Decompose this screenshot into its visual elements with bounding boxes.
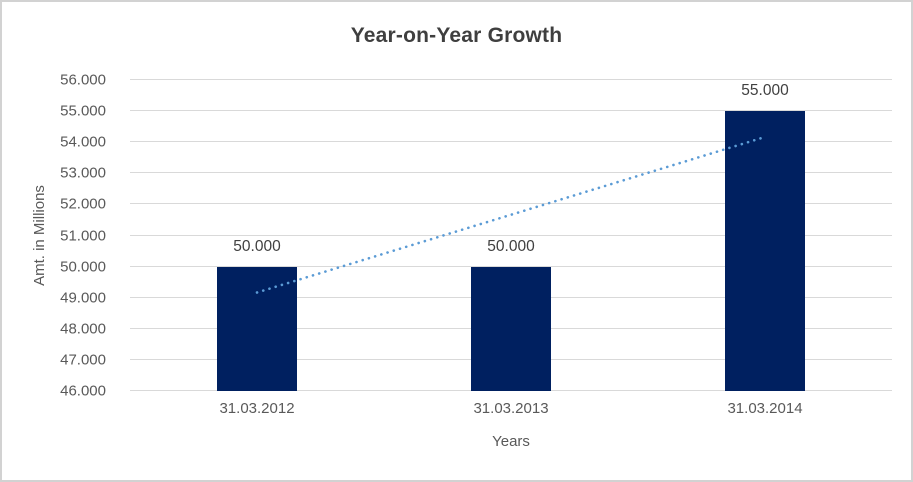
y-tick-label: 48.000 — [60, 320, 106, 338]
gridline — [130, 172, 892, 174]
bar — [471, 266, 551, 391]
trendline — [255, 135, 767, 294]
gridline — [130, 110, 892, 112]
gridline — [130, 79, 892, 80]
y-tick-label: 49.000 — [60, 289, 106, 307]
x-axis-ticks: 31.03.2012 31.03.2013 31.03.2014 — [130, 400, 892, 422]
y-tick-label: 46.000 — [60, 382, 106, 400]
x-axis-title: Years — [492, 433, 530, 450]
bar-value-label: 50.000 — [487, 237, 535, 255]
y-tick-label: 50.000 — [60, 258, 106, 276]
y-axis-ticks: 46.000 47.000 48.000 49.000 50.000 51.000 52.0… — [2, 72, 120, 400]
bar — [725, 111, 805, 391]
y-tick-label: 55.000 — [60, 102, 106, 120]
y-tick-label: 53.000 — [60, 164, 106, 182]
gridline — [130, 234, 892, 236]
y-tick-label: 56.000 — [60, 71, 106, 89]
x-tick-label: 31.03.2013 — [473, 400, 549, 417]
x-tick-label: 31.03.2012 — [219, 400, 295, 417]
bar — [217, 266, 297, 391]
plot-area: 50.000 50.000 55.000 — [130, 79, 892, 391]
bar-value-label: 50.000 — [233, 237, 281, 255]
chart-title: Year-on-Year Growth — [350, 24, 563, 47]
gridline — [130, 203, 892, 205]
bar-value-label: 55.000 — [741, 82, 789, 100]
gridline — [130, 265, 892, 267]
gridline — [130, 141, 892, 143]
x-tick-label: 31.03.2014 — [727, 400, 803, 417]
y-tick-label: 54.000 — [60, 133, 106, 151]
y-tick-label: 51.000 — [60, 227, 106, 244]
y-tick-label: 47.000 — [60, 351, 106, 369]
y-tick-label: 52.000 — [60, 195, 106, 213]
